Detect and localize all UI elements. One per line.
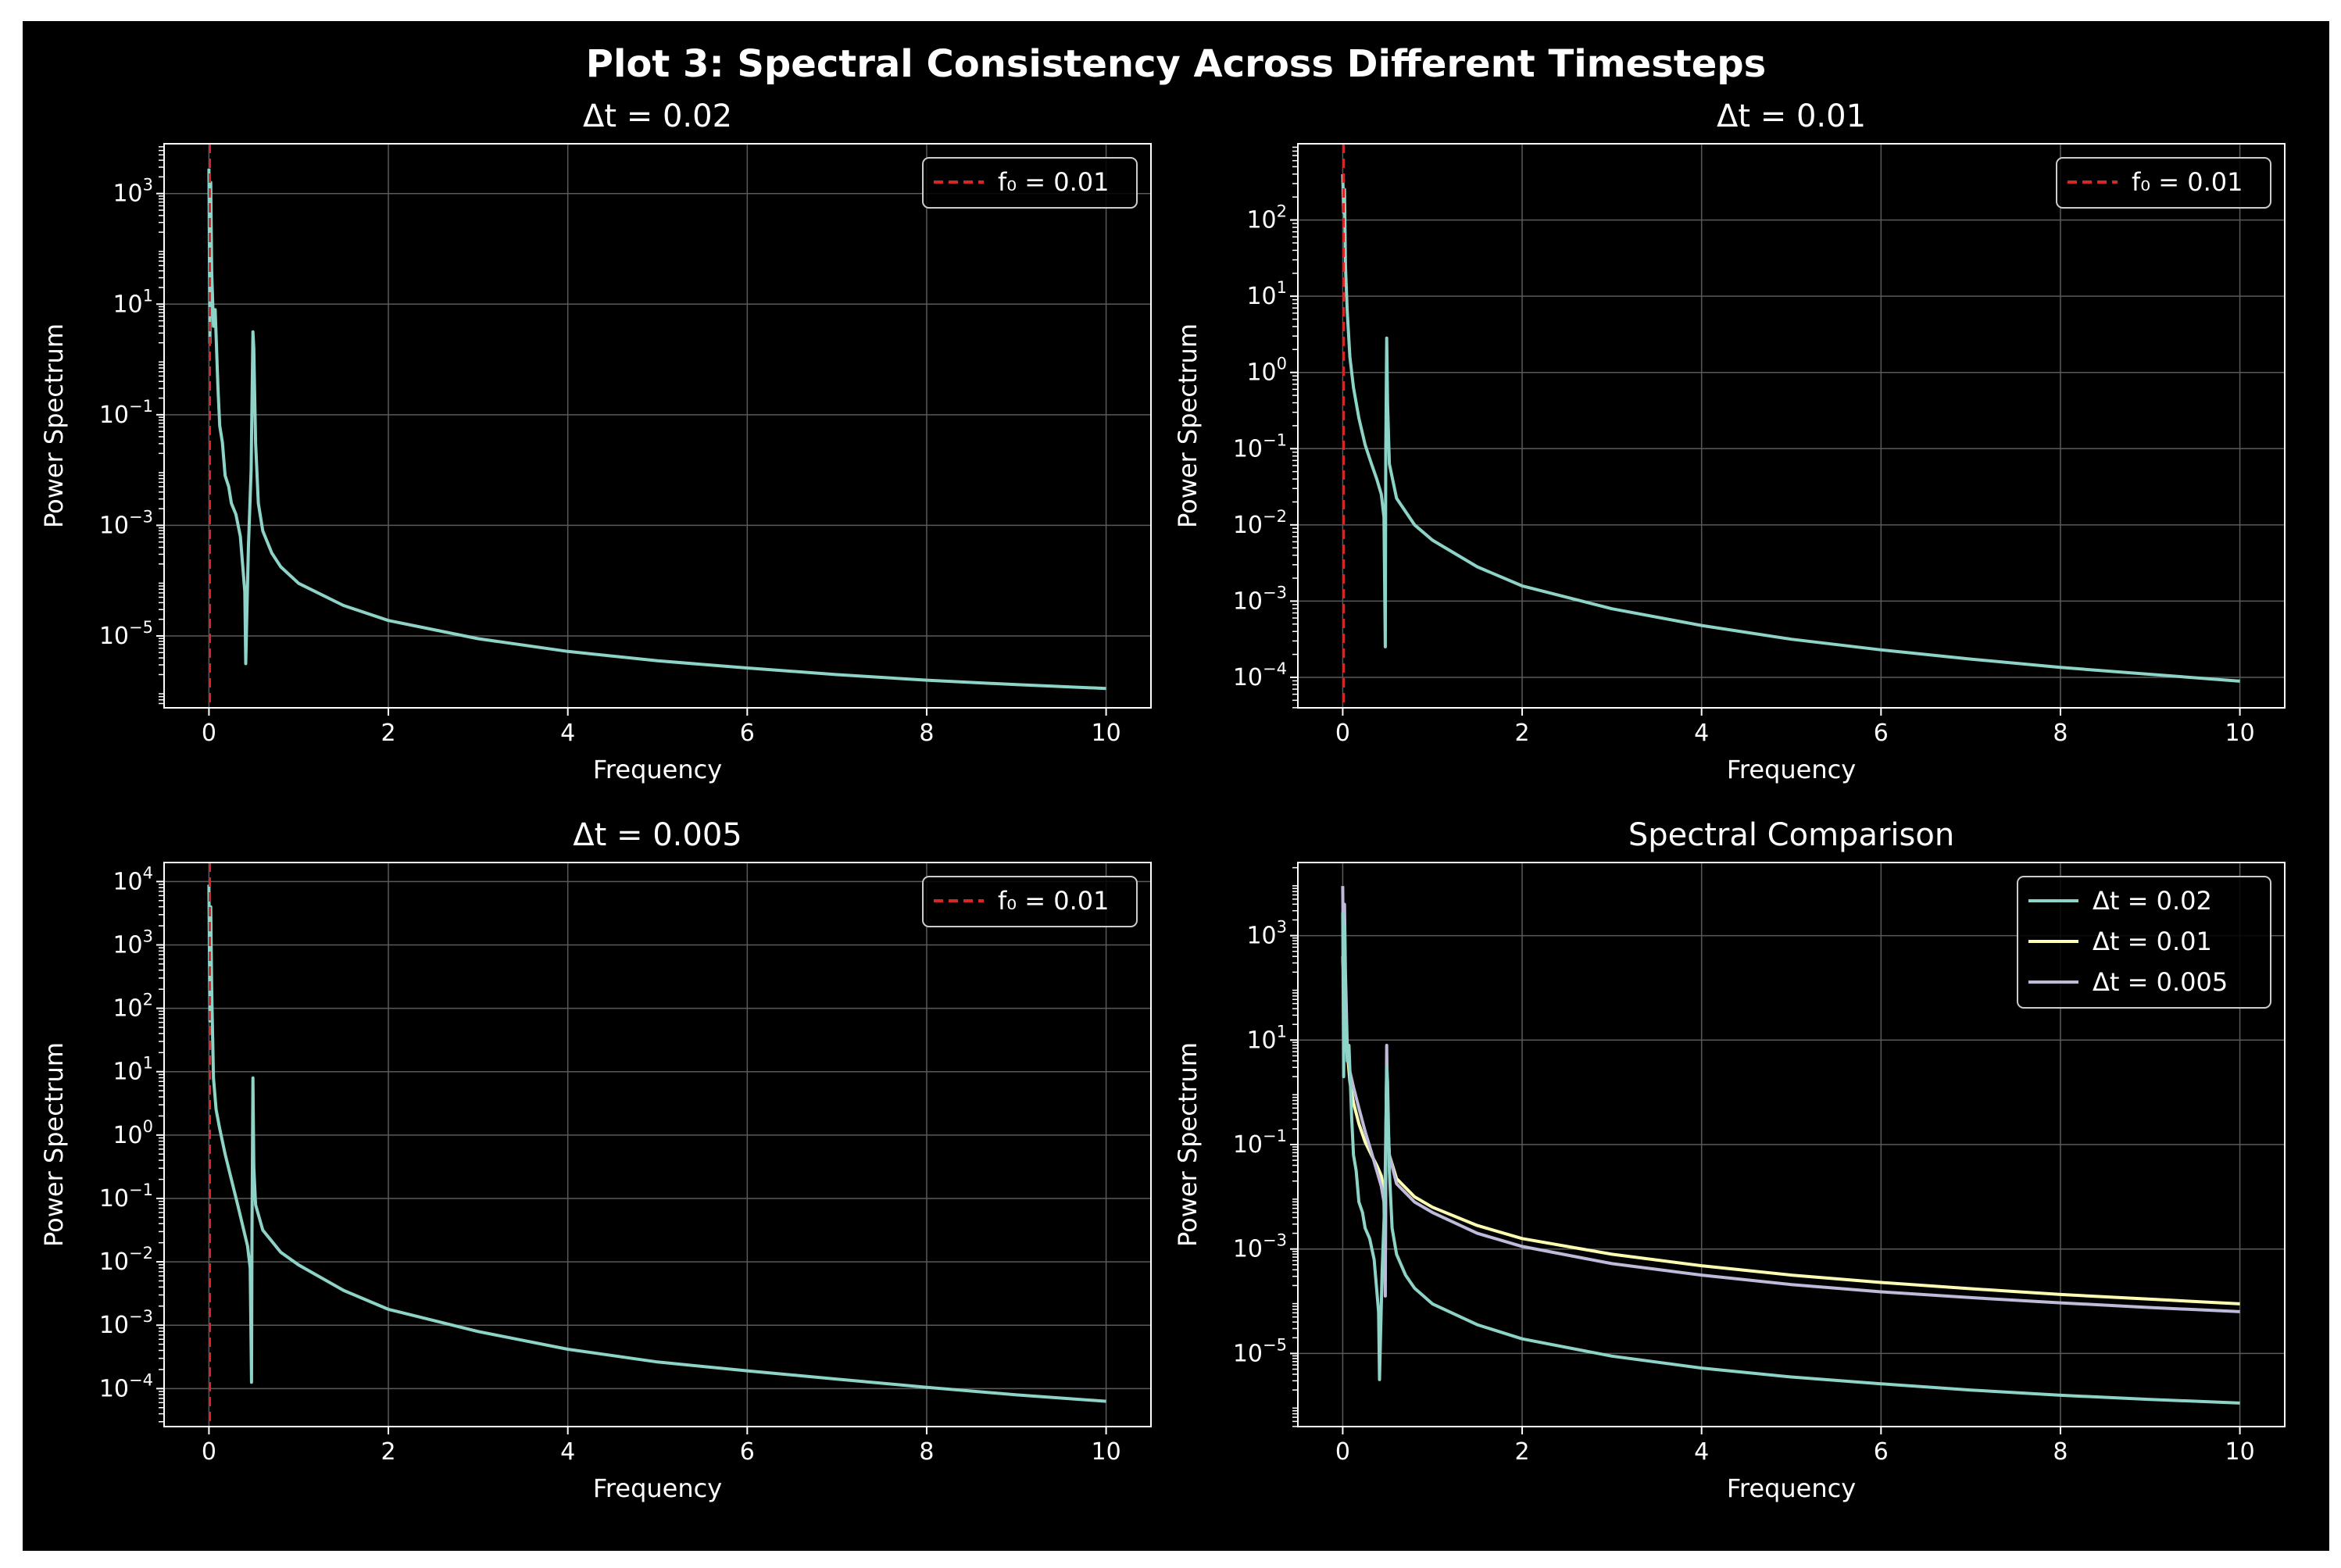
panel-4: 0 2 4 6 8 10 103 101 10−1 10−3 10−5 Spectral Compar… (1173, 817, 2286, 1503)
y-tick-label: 100 (1246, 355, 1287, 387)
x-tick-label: 4 (560, 1438, 575, 1466)
x-tick-label: 10 (2225, 1438, 2254, 1466)
legend: f₀ = 0.01 (922, 876, 1138, 927)
x-tick-label: 4 (1694, 1438, 1709, 1466)
y-tick-label: 101 (1246, 278, 1287, 310)
legend-label: f₀ = 0.01 (998, 886, 1110, 916)
series-line-3 (1341, 912, 2240, 1405)
legend-box (2017, 876, 2271, 1009)
x-tick-label: 2 (381, 1438, 395, 1466)
legend-box (922, 876, 1138, 927)
legend-box (2056, 157, 2271, 209)
panel-title: Δt = 0.02 (583, 98, 732, 134)
axes-frame (163, 143, 1152, 709)
x-axis-label: Frequency (593, 1473, 722, 1503)
x-tick-label: 2 (1514, 1438, 1529, 1466)
x-tick-label: 10 (1091, 720, 1120, 747)
legend: f₀ = 0.01 (2056, 157, 2271, 209)
y-tick-label: 10−1 (1233, 430, 1287, 463)
plot-area (164, 144, 1151, 708)
series-line-1 (207, 168, 1106, 691)
y-tick-label: 10−4 (1233, 659, 1287, 691)
x-tick-label: 8 (2053, 1438, 2068, 1466)
x-tick-label: 0 (1335, 1438, 1350, 1466)
legend-label: f₀ = 0.01 (998, 167, 1110, 197)
y-tick-label: 103 (1246, 918, 1287, 950)
series-group (1341, 144, 2240, 708)
y-tick-label: 101 (113, 1054, 153, 1086)
y-tick-label: 102 (113, 991, 153, 1023)
x-tick-label: 2 (381, 720, 395, 747)
x-tick-label: 8 (919, 720, 934, 747)
panel-2: 0 2 4 6 8 10 102 101 100 10−1 10−2 10−3 10−4 Δt = 0.0… (1173, 98, 2286, 784)
y-tick-label: 10−1 (99, 1180, 153, 1213)
legend-label: Δt = 0.02 (2093, 886, 2212, 916)
series-group (207, 863, 1106, 1427)
figure-title: Plot 3: Spectral Consistency Across Diff… (586, 42, 1766, 86)
series-group (1341, 886, 2240, 1405)
series-line-1 (207, 884, 1106, 1403)
x-tick-label: 8 (2053, 720, 2068, 747)
y-tick-label: 10−5 (1233, 1335, 1287, 1367)
x-tick-label: 10 (2225, 720, 2254, 747)
series-group (207, 144, 1106, 708)
x-tick-label: 4 (1694, 720, 1709, 747)
legend-label: f₀ = 0.01 (2132, 167, 2243, 197)
x-tick-label: 6 (1874, 1438, 1889, 1466)
panel-title: Spectral Comparison (1628, 817, 1954, 853)
y-tick-label: 103 (113, 176, 153, 208)
x-axis-label: Frequency (1727, 755, 1856, 784)
figure: Plot 3: Spectral Consistency Across Diff… (23, 21, 2329, 1551)
legend: f₀ = 0.01 (922, 157, 1138, 209)
y-tick-label: 10−1 (1233, 1127, 1287, 1159)
legend-label: Δt = 0.01 (2093, 927, 2212, 956)
y-axis-label: Power Spectrum (39, 323, 69, 528)
y-tick-label: 102 (1246, 202, 1287, 234)
x-tick-label: 4 (560, 720, 575, 747)
panel-title: Δt = 0.005 (573, 817, 742, 853)
figure-canvas: Plot 3: Spectral Consistency Across Diff… (39, 42, 2286, 1503)
y-tick-label: 10−3 (99, 1307, 153, 1339)
y-tick-label: 104 (113, 863, 153, 895)
panel-title: Δt = 0.01 (1717, 98, 1866, 134)
axes-frame (1297, 143, 2286, 709)
y-tick-label: 10−3 (99, 507, 153, 539)
y-tick-label: 10−3 (1233, 1231, 1287, 1263)
x-tick-label: 6 (740, 720, 755, 747)
x-tick-label: 2 (1514, 720, 1529, 747)
axes-frame (163, 862, 1152, 1427)
y-tick-label: 100 (113, 1117, 153, 1149)
series-line-1 (1341, 173, 2240, 683)
y-tick-label: 10−3 (1233, 583, 1287, 615)
x-axis-label: Frequency (593, 755, 722, 784)
x-tick-label: 0 (202, 1438, 216, 1466)
y-tick-label: 10−4 (99, 1370, 153, 1402)
y-tick-label: 10−5 (99, 618, 153, 650)
x-tick-label: 10 (1091, 1438, 1120, 1466)
x-axis-label: Frequency (1727, 1473, 1856, 1503)
x-tick-label: 6 (1874, 720, 1889, 747)
legend: Δt = 0.02 Δt = 0.01 Δt = 0.005 (2017, 876, 2271, 1009)
x-tick-label: 0 (202, 720, 216, 747)
y-tick-label: 101 (113, 286, 153, 318)
legend-box (922, 157, 1138, 209)
y-tick-label: 10−1 (99, 397, 153, 429)
x-tick-label: 8 (919, 1438, 934, 1466)
y-tick-label: 10−2 (99, 1244, 153, 1276)
legend-label: Δt = 0.005 (2093, 967, 2228, 997)
y-tick-label: 103 (113, 927, 153, 959)
y-tick-label: 101 (1246, 1022, 1287, 1054)
panel-1: 0 2 4 6 8 10 103 101 10−1 10−3 10−5 Δt = 0.02 Freque… (39, 98, 1152, 784)
x-tick-label: 6 (740, 1438, 755, 1466)
y-axis-label: Power Spectrum (39, 1042, 69, 1247)
y-axis-label: Power Spectrum (1173, 323, 1203, 528)
plot-area (1298, 144, 2285, 708)
y-tick-label: 10−2 (1233, 507, 1287, 539)
x-tick-label: 0 (1335, 720, 1350, 747)
plot-area (164, 863, 1151, 1427)
panel-3: 0 2 4 6 8 10 104 103 102 101 100 10−1 10−2 10−3 10−4 Δt… (39, 817, 1152, 1503)
y-axis-label: Power Spectrum (1173, 1042, 1203, 1247)
